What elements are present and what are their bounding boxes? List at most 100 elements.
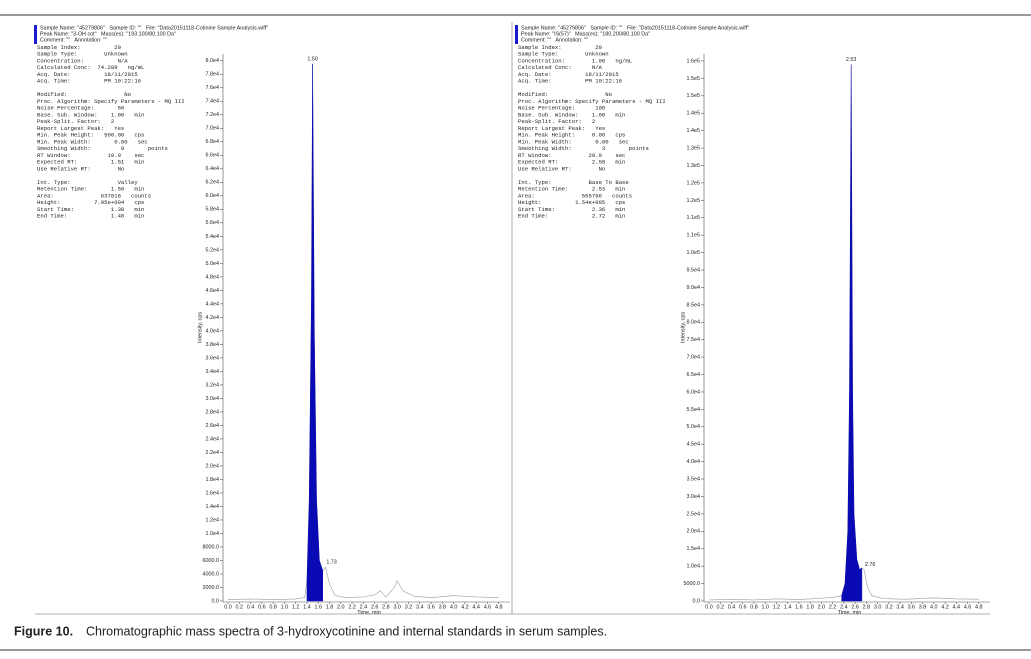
info-line: Acq. Date: 18/11/2015 [37, 71, 138, 78]
y-tick-label: 5.5e4 [687, 407, 701, 413]
y-tick-label: 6.6e4 [206, 153, 220, 159]
y-tick-label: 6000.0 [203, 558, 220, 564]
y-tick-label: 7.8e4 [206, 72, 220, 78]
y-tick-label: 5.0e4 [687, 424, 701, 430]
info-line: Peak-Split. Factor: 2 [37, 118, 114, 125]
info-line: Proc. Algorithm: Specify Parameters - MQ… [518, 98, 666, 105]
info-line: End Time: 2.72 min [518, 213, 625, 220]
y-tick-label: 4.8e4 [206, 274, 220, 280]
header-line: Comment: "" Annotation: "" [521, 37, 588, 43]
header-bar [34, 25, 37, 44]
x-tick-label: 4.2 [461, 604, 469, 610]
peak-area [306, 64, 323, 602]
info-line: Acq. Time: PM 10:22:16 [37, 78, 141, 85]
y-tick-label: 5.6e4 [206, 220, 220, 226]
x-tick-label: 1.8 [326, 604, 334, 610]
x-tick-label: 2.2 [348, 604, 356, 610]
x-tick-label: 4.2 [941, 604, 949, 610]
x-tick-label: 3.2 [885, 604, 893, 610]
header-line: Comment: "" Annotation: "" [40, 37, 107, 43]
y-axis-label: Intensity, cps [197, 312, 203, 343]
info-line: Smoothing Width: 3 points [518, 145, 649, 152]
info-line: RT Window: 20.0 sec [518, 152, 625, 159]
y-tick-label: 4.0e4 [687, 459, 701, 465]
x-tick-label: 0.0 [224, 604, 232, 610]
x-tick-label: 4.8 [495, 604, 503, 610]
peak-label: 1.73 [326, 560, 337, 566]
info-line: Concentration: 1.00 ng/mL [518, 57, 632, 64]
x-tick-label: 2.0 [337, 604, 345, 610]
y-tick-label: 7.0e4 [206, 126, 220, 132]
x-tick-label: 3.6 [908, 604, 916, 610]
y-tick-label: 2000.0 [203, 585, 220, 591]
y-tick-label: 6.5e4 [687, 372, 701, 378]
trace [227, 64, 499, 601]
x-tick-label: 1.2 [773, 604, 781, 610]
x-tick-label: 0.2 [236, 604, 244, 610]
info-line: Min. Peak Width: 0.00 sec [518, 138, 629, 145]
x-tick-label: 0.2 [716, 604, 724, 610]
x-tick-label: 3.0 [874, 604, 882, 610]
info-line: Noise Percentage: 50 [37, 105, 125, 112]
y-tick-label: 5.8e4 [206, 207, 220, 213]
y-tick-label: 1.5e5 [687, 76, 701, 82]
y-tick-label: 3.5e4 [687, 476, 701, 482]
x-tick-label: 4.0 [930, 604, 938, 610]
header-bar [515, 25, 518, 44]
info-line: Start Time: 1.38 min [37, 206, 144, 213]
y-axis-label: Intensity, cps [680, 312, 686, 343]
y-tick-label: 1.4e5 [687, 111, 701, 117]
info-line: Acq. Time: PM 10:22:16 [518, 78, 622, 85]
info-line: Retention Time: 2.53 min [518, 186, 625, 193]
x-tick-label: 4.4 [953, 604, 961, 610]
y-tick-label: 0.0 [693, 598, 701, 604]
y-tick-label: 8.0e4 [687, 320, 701, 326]
info-line: Use Relative RT: No [518, 165, 605, 172]
y-tick-label: 1.6e5 [687, 58, 701, 64]
caption-label: Figure 10. [14, 624, 73, 638]
y-tick-label: 1.2e5 [687, 198, 701, 204]
x-tick-label: 0.0 [705, 604, 713, 610]
y-tick-label: 8000.0 [203, 544, 220, 550]
x-tick-label: 1.6 [795, 604, 803, 610]
info-line: Modified: No [518, 91, 612, 98]
y-tick-label: 7.6e4 [206, 85, 220, 91]
y-tick-label: 1.5e4 [687, 546, 701, 552]
y-tick-label: 6.0e4 [687, 389, 701, 395]
y-tick-label: 2.0e4 [687, 529, 701, 535]
x-tick-label: 0.6 [258, 604, 266, 610]
y-tick-label: 1.3e5 [687, 145, 701, 151]
x-tick-label: 0.6 [739, 604, 747, 610]
y-tick-label: 2.0e4 [206, 463, 220, 469]
x-tick-label: 2.6 [851, 604, 859, 610]
x-tick-label: 4.6 [964, 604, 972, 610]
info-line: Smoothing Width: 9 points [37, 145, 168, 152]
info-line: Sample Type: Unknown [37, 51, 128, 58]
x-tick-label: 4.0 [450, 604, 458, 610]
x-tick-label: 3.4 [416, 604, 424, 610]
info-line: Sample Type: Unknown [518, 51, 609, 58]
info-line: End Time: 1.48 min [37, 213, 144, 220]
y-tick-label: 8.5e4 [687, 302, 701, 308]
info-line: Report Largest Peak: Yes [37, 125, 124, 132]
y-tick-label: 1.1e5 [687, 215, 701, 221]
x-tick-label: 1.2 [292, 604, 300, 610]
y-tick-label: 6.2e4 [206, 180, 220, 186]
x-tick-label: 3.8 [439, 604, 447, 610]
y-tick-label: 2.5e4 [687, 511, 701, 517]
info-line: Calculated Conc: N/A [518, 64, 603, 71]
info-line: Int. Type: Valley [37, 179, 138, 186]
x-tick-label: 1.8 [806, 604, 814, 610]
info-line: Height: 1.54e+005 cps [518, 199, 625, 206]
info-line: Calculated Conc: 74.289 ng/mL [37, 64, 144, 71]
y-tick-label: 3.8e4 [206, 342, 220, 348]
y-tick-label: 1.6e4 [206, 490, 220, 496]
y-tick-label: 9.0e4 [687, 285, 701, 291]
y-tick-label: 1.0e4 [206, 531, 220, 537]
info-line: Area: 637018 counts [37, 192, 151, 199]
info-line: Noise Percentage: 100 [518, 105, 606, 112]
info-line: Peak-Split. Factor: 2 [518, 118, 595, 125]
y-tick-label: 1.8e4 [206, 477, 220, 483]
y-tick-label: 4.0e4 [206, 328, 220, 334]
